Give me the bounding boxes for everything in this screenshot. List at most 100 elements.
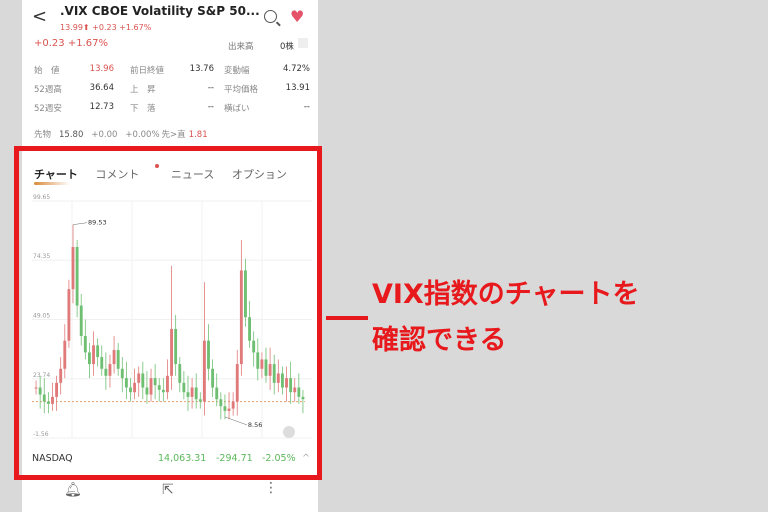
min-label: 8.56 (248, 421, 262, 429)
volume-label: 出来高 (228, 42, 254, 52)
candlestick-chart[interactable]: 99.65 74.35 49.05 23.74 -1.56 89.53 8.56 (22, 190, 318, 446)
candle (186, 392, 190, 397)
tab-comments[interactable]: コメント (95, 164, 160, 181)
notification-dot (155, 164, 160, 168)
chevron-up-icon[interactable]: ^ (302, 453, 310, 464)
stat-value: -- (303, 102, 310, 112)
candle (149, 378, 153, 395)
candle (211, 368, 215, 388)
stat-value: -- (207, 83, 214, 93)
stats-grid: 始 値 13.96 前日終値 13.76 変動幅 4.72% 52週高 36.64 上 昇 -- 平… (34, 64, 310, 121)
candle (100, 357, 104, 369)
candle (268, 364, 272, 376)
candle (34, 387, 38, 389)
candle (51, 396, 54, 404)
candle (231, 401, 235, 409)
phone-screen: < .VIX CBOE Volatility S&P 50... 13.99⬆ … (22, 0, 318, 512)
tab-bar: チャート コメント ニュース オプション (34, 164, 301, 182)
stat-value: 13.91 (285, 83, 310, 93)
more-icon[interactable]: ⋮ (264, 480, 278, 496)
y-tick-label: -1.56 (33, 431, 49, 438)
candle (120, 368, 124, 379)
stat-value: 4.72% (282, 64, 310, 74)
change-pct: +1.67% (119, 23, 152, 32)
candle (157, 385, 161, 390)
heart-icon[interactable]: ♥ (290, 7, 305, 26)
futures-row: 先物 15.80 +0.00 +0.00% 先>直 1.81 (34, 128, 216, 140)
candle (219, 399, 223, 407)
candle (161, 389, 165, 393)
stats-row: 始 値 13.96 前日終値 13.76 変動幅 4.72% (34, 64, 310, 83)
bottom-ticker[interactable]: NASDAQ 14,063.31 -294.71 -2.05% ^ (22, 448, 318, 470)
candle (252, 340, 256, 353)
candle (244, 270, 247, 318)
change: +0.23 (92, 23, 117, 32)
candle (272, 364, 276, 383)
tab-chart[interactable]: チャート (34, 168, 78, 181)
candle (42, 394, 46, 402)
candle (104, 368, 108, 376)
futures-price: 15.80 (59, 130, 84, 140)
tab-news[interactable]: ニュース (170, 168, 215, 181)
stat-value: -- (207, 102, 214, 112)
candle (133, 382, 137, 393)
annotation-line-1: VIX指数のチャートを (372, 279, 640, 310)
candle (202, 340, 206, 402)
candle (59, 368, 63, 383)
price: 13.99 (60, 23, 83, 32)
candle (293, 387, 297, 393)
candle (182, 382, 186, 393)
highlight-box (14, 146, 322, 480)
annotation-line-2: 確認できる (372, 325, 507, 356)
candle (46, 401, 50, 404)
share-icon[interactable]: ⇱ (162, 482, 174, 498)
candle (129, 387, 132, 393)
search-icon[interactable] (264, 10, 277, 23)
y-tick-label: 74.35 (33, 253, 50, 260)
alert-bell-icon[interactable]: 🔔︎ (64, 482, 82, 498)
candle (137, 373, 141, 383)
candle (264, 359, 268, 376)
candle (170, 328, 173, 376)
candle (145, 387, 149, 395)
reset-zoom-icon[interactable] (283, 426, 295, 438)
candle (280, 373, 284, 388)
candle (116, 350, 120, 369)
stat-value: 13.96 (89, 64, 114, 74)
candle (289, 378, 293, 393)
stats-row: 52週安 12.73 下 落 -- 横ばい -- (34, 102, 310, 121)
stat-label: 上 昇 (130, 85, 156, 95)
price-subline: 13.99⬆ +0.23 +1.67% (60, 23, 151, 32)
stat-label: 前日終値 (130, 66, 165, 76)
max-label: 89.53 (88, 219, 107, 227)
spread-value: 1.81 (188, 130, 208, 140)
candle (194, 387, 198, 400)
futures-label: 先物 (34, 130, 52, 140)
ticker-pct: -2.05% (262, 453, 296, 464)
ticker-change: -294.71 (216, 453, 253, 464)
up-arrow-icon: ⬆ (82, 23, 90, 32)
tab-options[interactable]: オプション (231, 168, 287, 181)
stats-row: 52週高 36.64 上 昇 -- 平均価格 13.91 (34, 83, 310, 102)
candle (92, 345, 95, 365)
y-tick-label: 23.74 (33, 372, 50, 379)
candle (276, 373, 280, 383)
candle (112, 350, 116, 365)
annotation: VIX指数のチャートを 確認できる (372, 272, 640, 364)
stat-label: 下 落 (130, 104, 156, 114)
stat-label: 52週安 (34, 104, 62, 114)
candle (141, 373, 145, 388)
volume-toggle[interactable] (298, 38, 308, 48)
candle (285, 378, 288, 388)
candle (83, 335, 87, 353)
candle (227, 408, 231, 411)
page-title: .VIX CBOE Volatility S&P 50... (60, 4, 260, 18)
candle (166, 375, 169, 393)
candle (71, 247, 75, 290)
stat-value: 36.64 (89, 83, 114, 93)
back-icon[interactable]: < (32, 6, 48, 27)
y-tick-label: 49.05 (33, 312, 50, 319)
candle (256, 352, 260, 369)
candle (207, 340, 210, 369)
y-tick-label: 99.65 (33, 194, 50, 201)
